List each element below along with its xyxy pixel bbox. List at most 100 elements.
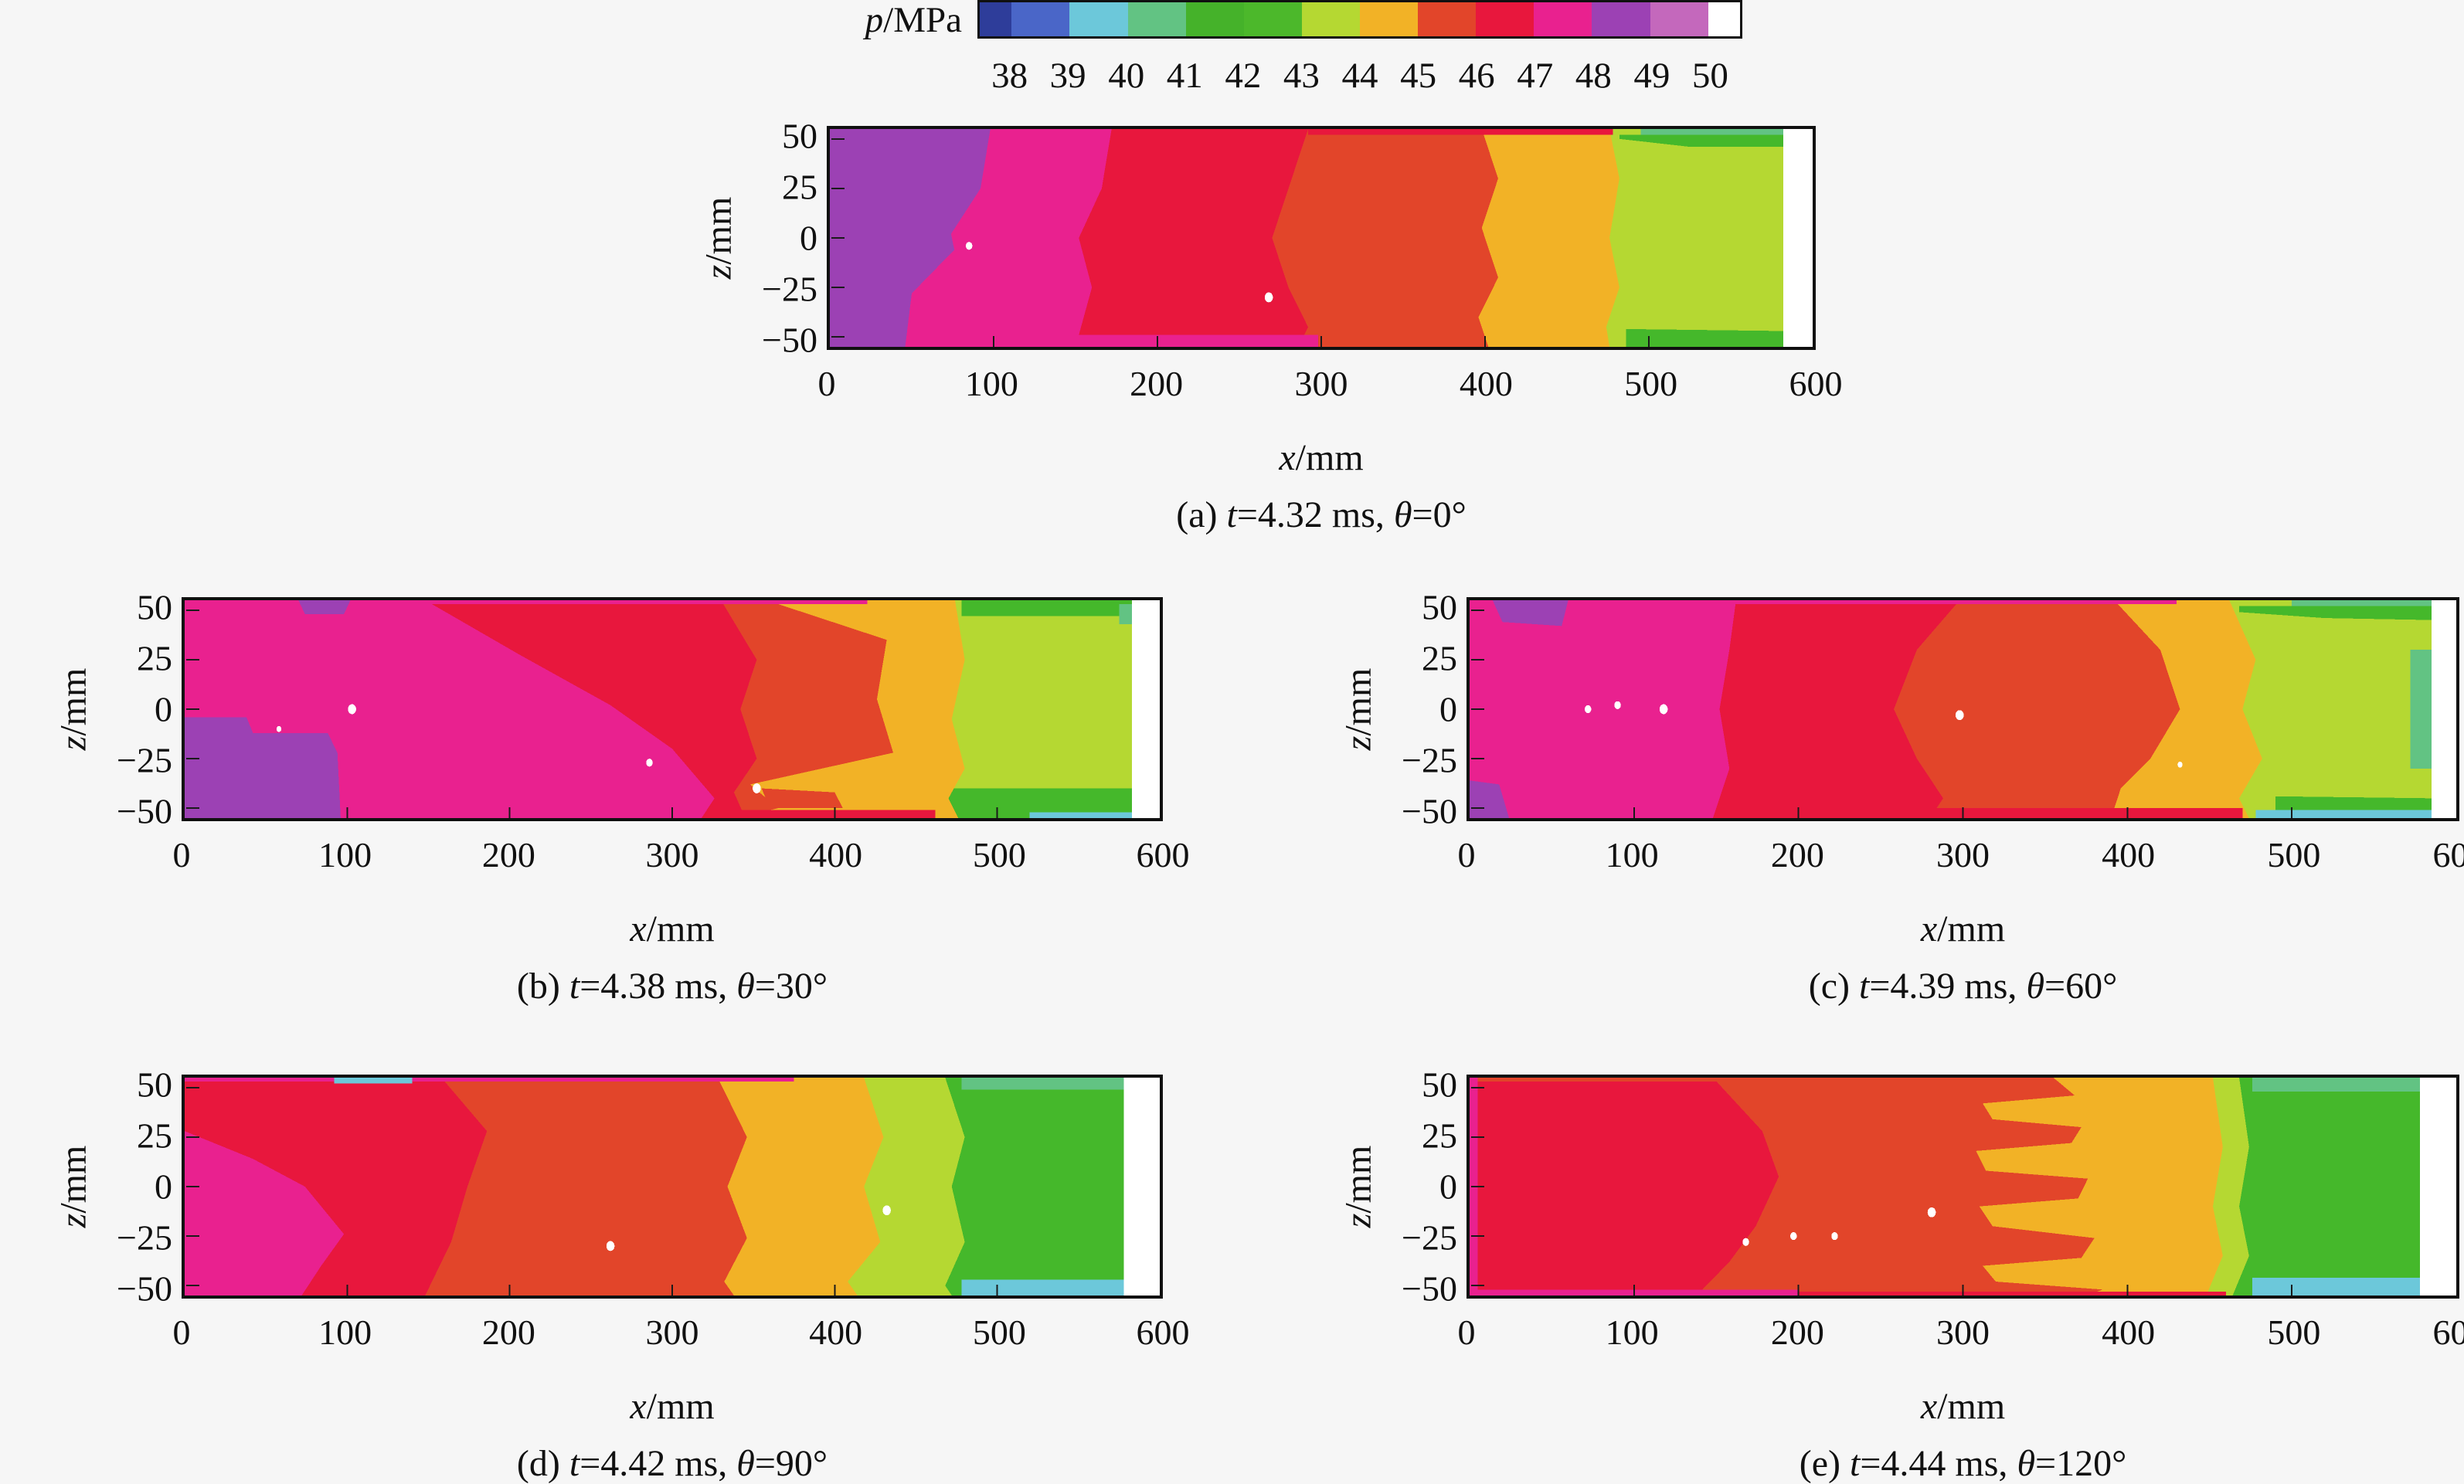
x-tick-label: 500 <box>2267 1313 2321 1352</box>
heatmap-svg <box>185 600 1160 818</box>
white-spot <box>2177 761 2183 768</box>
pressure-band-SG <box>2292 600 2432 606</box>
z-tick-labels: 50 25 0 −25 −50 <box>1357 1065 1457 1309</box>
z-tick-label: 0 <box>1439 1166 1457 1207</box>
subplot-b: z/mm 50 25 0 −25 −50 0 100 200 300 400 500 600 x/m… <box>53 588 1190 1007</box>
heatmap-e <box>1467 1075 2459 1299</box>
x-tick-label: 200 <box>1770 835 1824 874</box>
pressure-band-SG <box>1640 129 1783 135</box>
colorbar-segment <box>1650 2 1708 36</box>
colorbar-gradient <box>977 0 1742 39</box>
x-tick-label: 200 <box>1130 364 1184 403</box>
pressure-band-M <box>1470 600 1736 818</box>
heatmap-svg <box>830 129 1813 347</box>
colorbar-tick-label: 42 <box>1225 56 1262 96</box>
x-tick-label: 100 <box>318 1313 372 1352</box>
x-tick-label: 200 <box>481 835 535 874</box>
z-tick-labels: 50 25 0 −25 −50 <box>717 117 817 360</box>
pressure-band-SG <box>961 1078 1124 1090</box>
x-tick-label: 100 <box>318 835 372 874</box>
pressure-band-CY <box>2255 810 2432 818</box>
z-tick-label: −50 <box>1402 791 1457 831</box>
x-axis-label: x/mm <box>630 1386 715 1427</box>
pressure-band-P <box>830 129 991 347</box>
pressure-band-M <box>185 600 868 605</box>
heatmap-a <box>827 126 1816 350</box>
heatmap-d <box>182 1075 1163 1299</box>
z-tick-label: −25 <box>762 269 817 309</box>
z-tick-label: 25 <box>137 1116 172 1156</box>
heatmap-c <box>1467 597 2459 821</box>
z-tick-labels: 50 25 0 −25 −50 <box>1357 588 1457 831</box>
subplot-d: z/mm 50 25 0 −25 −50 0 100 200 300 400 500 600 x/m… <box>53 1065 1190 1484</box>
white-spot <box>1831 1231 1838 1241</box>
x-tick-label: 300 <box>1936 835 1990 874</box>
pressure-band-P <box>298 600 351 614</box>
x-axis-label: x/mm <box>630 908 715 949</box>
x-tick-labels: 0 100 200 300 400 500 600 <box>818 364 1843 404</box>
z-tick-labels: 50 25 0 −25 −50 <box>72 588 172 831</box>
white-spot <box>965 242 973 250</box>
x-tick-label: 0 <box>172 835 191 874</box>
subplot-caption: (a) t=4.32 ms, θ=0° <box>1176 494 1467 535</box>
white-spot <box>1659 704 1668 715</box>
colorbar-tick-label: 48 <box>1575 56 1612 96</box>
x-tick-label: 600 <box>2432 1313 2464 1352</box>
colorbar-segment <box>1534 2 1592 36</box>
pressure-band-R <box>1308 129 1613 135</box>
x-tick-label: 400 <box>2102 835 2156 874</box>
white-spot <box>646 759 653 767</box>
heatmap-b <box>182 597 1163 821</box>
colorbar-tick-label: 45 <box>1400 56 1437 96</box>
white-spot <box>276 725 282 732</box>
white-spot <box>1742 1238 1749 1246</box>
z-tick-labels: 50 25 0 −25 −50 <box>72 1065 172 1309</box>
x-tick-label: 300 <box>645 1313 699 1352</box>
subplot-caption: (b) t=4.38 ms, θ=30° <box>516 966 828 1007</box>
z-tick-label: 50 <box>1422 1065 1457 1105</box>
x-tick-label: 400 <box>1459 364 1513 403</box>
x-tick-label: 200 <box>1770 1313 1824 1352</box>
x-axis-label: x/mm <box>1279 437 1364 478</box>
pressure-band-G <box>1619 134 1783 148</box>
subplot-caption: (d) t=4.42 ms, θ=90° <box>516 1443 828 1484</box>
pressure-band-M <box>1470 600 2177 605</box>
z-tick-label: 25 <box>782 167 817 207</box>
pressure-band-RO <box>1470 1078 1881 1082</box>
white-spot <box>1955 710 1964 721</box>
colorbar-tick-label: 47 <box>1517 56 1554 96</box>
pressure-band-CY <box>961 1279 1124 1296</box>
white-spot <box>1264 292 1273 303</box>
x-tick-label: 300 <box>1936 1313 1990 1352</box>
colorbar-segment <box>1185 2 1244 36</box>
z-tick-label: 25 <box>1422 1116 1457 1156</box>
colorbar-tick-label: 41 <box>1166 56 1203 96</box>
z-tick-label: −50 <box>762 320 817 360</box>
colorbar-segment <box>980 2 1012 36</box>
pressure-band-SG <box>1119 604 1133 624</box>
x-tick-label: 100 <box>964 364 1018 403</box>
colorbar-title: p/MPa <box>865 0 962 40</box>
x-tick-label: 400 <box>809 1313 863 1352</box>
z-tick-label: −50 <box>117 791 172 831</box>
colorbar-tick-label: 50 <box>1691 56 1728 96</box>
z-tick-label: 25 <box>137 638 172 678</box>
white-spot <box>1927 1207 1936 1217</box>
colorbar-segment <box>1418 2 1477 36</box>
z-tick-label: 25 <box>1422 638 1457 678</box>
pressure-band-P <box>185 717 341 818</box>
white-spot <box>348 704 356 715</box>
x-tick-label: 400 <box>2102 1313 2156 1352</box>
pressure-band-SG <box>2410 650 2432 769</box>
heatmap-svg <box>185 1078 1160 1296</box>
x-tick-label: 600 <box>1789 364 1843 403</box>
colorbar-segment <box>1127 2 1186 36</box>
colorbar-segment <box>1476 2 1534 36</box>
white-spot <box>882 1205 891 1216</box>
colorbar-tick-label: 43 <box>1283 56 1320 96</box>
x-tick-label: 500 <box>2267 835 2321 874</box>
x-tick-label: 100 <box>1605 1313 1659 1352</box>
pressure-band-SG <box>2252 1078 2421 1092</box>
